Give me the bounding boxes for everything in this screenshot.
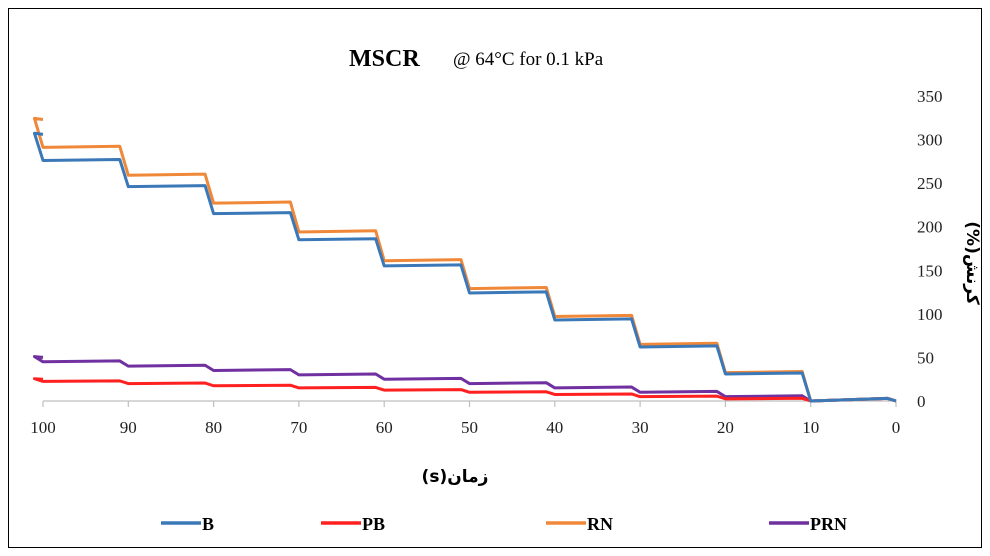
plot-area: 100 90 80 70 60 50 40 30 20 10 0050100150200250300… bbox=[30, 87, 942, 437]
chart-subtitle: @ 64°C for 0.1 kPa bbox=[453, 49, 604, 70]
y-tick-label: 350 bbox=[917, 87, 943, 106]
series-line-rn bbox=[32, 116, 897, 403]
y-axis-label: کرنش(%) bbox=[962, 221, 982, 305]
y-tick-label: 0 bbox=[917, 392, 926, 411]
x-tick-label: 90 bbox=[120, 418, 137, 437]
x-tick-label: 100 bbox=[30, 418, 56, 437]
y-tick-label: 300 bbox=[917, 131, 943, 150]
legend: B PB RN PRN bbox=[161, 514, 847, 534]
x-tick-label: 20 bbox=[717, 418, 734, 437]
chart-svg: MSCR @ 64°C for 0.1 kPa 100 90 80 70 60 50 40 3… bbox=[30, 46, 982, 534]
x-tick-label: 40 bbox=[546, 418, 563, 437]
x-tick-label: 50 bbox=[461, 418, 478, 437]
x-tick-label: 80 bbox=[205, 418, 222, 437]
series-line-b bbox=[32, 131, 897, 403]
y-tick-label: 250 bbox=[917, 174, 943, 193]
legend-label-prn: PRN bbox=[810, 514, 847, 534]
x-tick-label: 10 bbox=[802, 418, 819, 437]
x-tick-label: 30 bbox=[632, 418, 649, 437]
legend-label-b: B bbox=[202, 514, 214, 534]
y-tick-label: 50 bbox=[917, 348, 934, 367]
x-tick-label: 70 bbox=[290, 418, 307, 437]
chart-frame: MSCR @ 64°C for 0.1 kPa 100 90 80 70 60 50 40 3… bbox=[8, 8, 982, 548]
chart-title: MSCR bbox=[349, 46, 420, 72]
series-line-pb bbox=[32, 377, 897, 403]
x-tick-label: 0 bbox=[892, 418, 901, 437]
legend-label-pb: PB bbox=[362, 514, 385, 534]
x-tick-label: 60 bbox=[376, 418, 393, 437]
series-line-prn bbox=[32, 355, 897, 403]
y-tick-label: 100 bbox=[917, 305, 943, 324]
x-axis-label: زمان(s) bbox=[422, 467, 489, 487]
y-tick-label: 200 bbox=[917, 218, 943, 237]
y-tick-label: 150 bbox=[917, 261, 943, 280]
legend-label-rn: RN bbox=[587, 514, 613, 534]
